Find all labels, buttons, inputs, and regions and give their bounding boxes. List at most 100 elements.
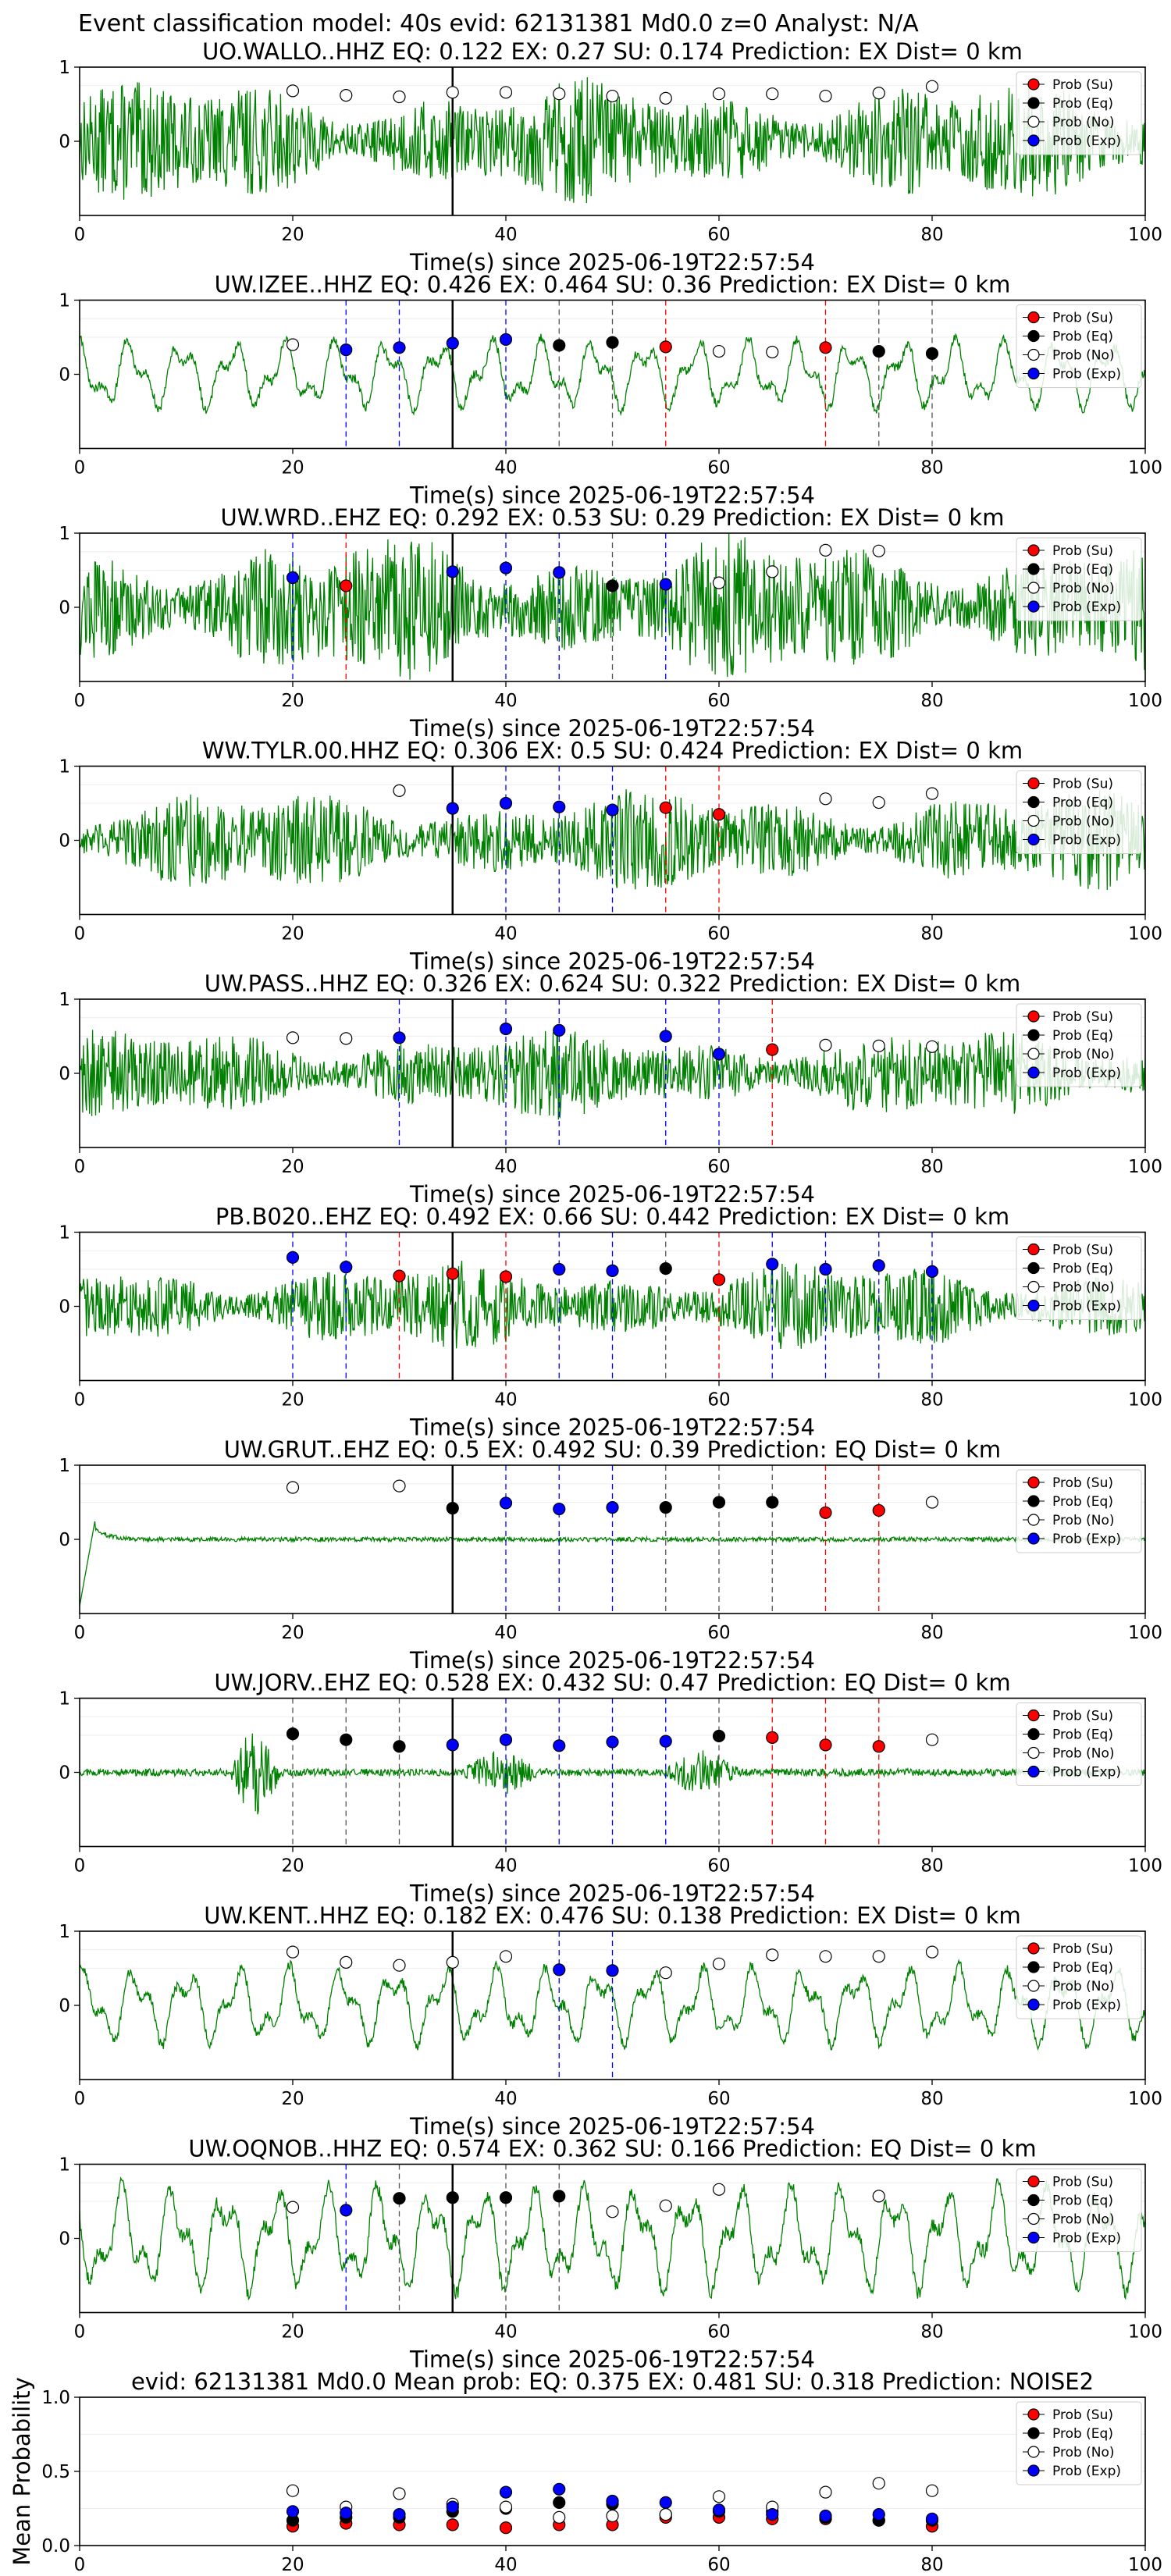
prob-point-no [712,576,726,589]
legend-marker-eq [1027,1029,1040,1041]
y-tick-label: 0 [59,365,70,386]
x-tick-label: 60 [707,1157,730,1177]
panel-3: UW.WRD..EHZ EQ: 0.292 EX: 0.53 SU: 0.29 … [59,504,1162,742]
x-tick-label: 100 [1128,458,1162,479]
prob-point-eq [340,1733,353,1746]
prob-point-su [819,1506,832,1519]
prob-point-no [659,91,672,105]
legend-label-no: Prob (No) [1052,1746,1115,1762]
prob-point-no [819,89,832,103]
legend-label-eq: Prob (Eq) [1052,96,1113,112]
legend-frame [1016,1236,1142,1320]
x-tick-label: 100 [1128,2555,1162,2575]
y-axis-label: Mean Probability [9,2377,35,2566]
prob-point-exp [553,1963,566,1976]
mean-point-exp [712,2503,726,2517]
legend-marker-su [1027,544,1040,557]
mean-point-exp [925,2512,939,2525]
prob-point-su [446,1267,459,1280]
x-tick-label: 80 [920,924,943,945]
prob-point-no [340,88,353,102]
prob-point-no [499,1950,513,1963]
legend-frame [1016,1469,1142,1553]
legend-marker-eq [1027,329,1040,343]
panel-4: WW.TYLR.00.HHZ EQ: 0.306 EX: 0.5 SU: 0.4… [59,738,1162,975]
legend-label-exp: Prob (Exp) [1052,1998,1121,2013]
panel-7: UW.GRUT..EHZ EQ: 0.5 EX: 0.492 SU: 0.39 … [59,1436,1162,1674]
legend-frame [1016,770,1142,854]
legend-marker-exp [1027,1998,1040,2011]
panel-title: evid: 62131381 Md0.0 Mean prob: EQ: 0.37… [131,2368,1094,2395]
x-tick-label: 0 [74,1623,86,1643]
prob-point-no [499,86,513,99]
x-tick-label: 80 [920,225,943,245]
legend-label-su: Prob (Su) [1052,543,1113,559]
x-tick-label: 100 [1128,691,1162,711]
legend-label-su: Prob (Su) [1052,1941,1113,1957]
panel-9: UW.KENT..HHZ EQ: 0.182 EX: 0.476 SU: 0.1… [59,1902,1162,2140]
prob-point-eq [712,1496,726,1509]
prob-point-eq [553,339,566,352]
x-tick-label: 0 [74,2555,86,2575]
x-tick-label: 40 [494,458,517,479]
legend-marker-eq [1027,1261,1040,1275]
x-tick-label: 60 [707,1390,730,1411]
legend-label-eq: Prob (Eq) [1052,1261,1113,1277]
x-tick-label: 0 [74,1856,86,1877]
prob-point-su [393,1269,406,1283]
prob-point-su [819,1738,832,1752]
prob-point-no [393,1959,406,1972]
y-tick-label: 1 [59,524,70,544]
legend-marker-su [1027,1476,1040,1489]
prob-point-exp [872,1259,885,1272]
legend-label-eq: Prob (Eq) [1052,1960,1113,1976]
prob-point-eq [606,579,619,592]
legend-marker-eq [1027,2427,1040,2439]
prob-point-exp [659,1735,672,1748]
mean-point-no [872,2477,885,2490]
prob-point-no [659,2199,672,2212]
plot-area [80,2434,1145,2535]
legend-label-exp: Prob (Exp) [1052,2464,1121,2479]
x-tick-label: 40 [494,691,517,711]
legend-frame [1016,304,1142,388]
x-tick-label: 20 [281,1157,304,1177]
x-tick-label: 100 [1128,1856,1162,1877]
x-tick-label: 100 [1128,1623,1162,1643]
mean-point-exp [340,2507,353,2520]
prob-point-exp [499,1022,513,1036]
prob-point-exp [393,341,406,354]
prob-point-no [925,787,939,800]
x-tick-label: 40 [494,1623,517,1643]
prob-point-su [340,579,353,592]
waveform-trace [80,533,1145,680]
y-tick-label: 0 [59,598,70,618]
x-tick-label: 80 [920,2322,943,2343]
legend-marker-su [1027,1010,1040,1023]
legend-marker-no [1027,2212,1040,2226]
y-tick-label: 1 [59,1689,70,1710]
prob-point-eq [766,1496,779,1509]
x-tick-label: 80 [920,2089,943,2109]
x-axis-label: Time(s) since 2025-06-19T22:57:54 [409,715,815,742]
legend-label-su: Prob (Su) [1052,2407,1113,2423]
prob-point-no [819,1038,832,1052]
mean-point-no [286,2484,300,2497]
plot-area [80,533,1145,681]
legend-label-su: Prob (Su) [1052,777,1113,792]
prob-point-exp [659,1030,672,1043]
mean-point-exp [499,2485,513,2499]
legend-marker-exp [1027,2231,1040,2244]
legend-label-no: Prob (No) [1052,1047,1115,1062]
legend-label-su: Prob (Su) [1052,2175,1113,2190]
legend: Prob (Su) Prob (Eq) Prob (No) Prob (Exp) [1016,1236,1142,1320]
y-tick-label: 1 [59,1922,70,1942]
panel-title: UW.PASS..HHZ EQ: 0.326 EX: 0.624 SU: 0.3… [205,970,1020,997]
legend-marker-eq [1027,2194,1040,2207]
legend-label-eq: Prob (Eq) [1052,329,1113,345]
y-tick-label: 0 [59,1530,70,1550]
waveform-trace [80,2176,1145,2301]
plot-area [80,1698,1145,1847]
panel-1: UO.WALLO..HHZ EQ: 0.122 EX: 0.27 SU: 0.1… [59,38,1162,276]
